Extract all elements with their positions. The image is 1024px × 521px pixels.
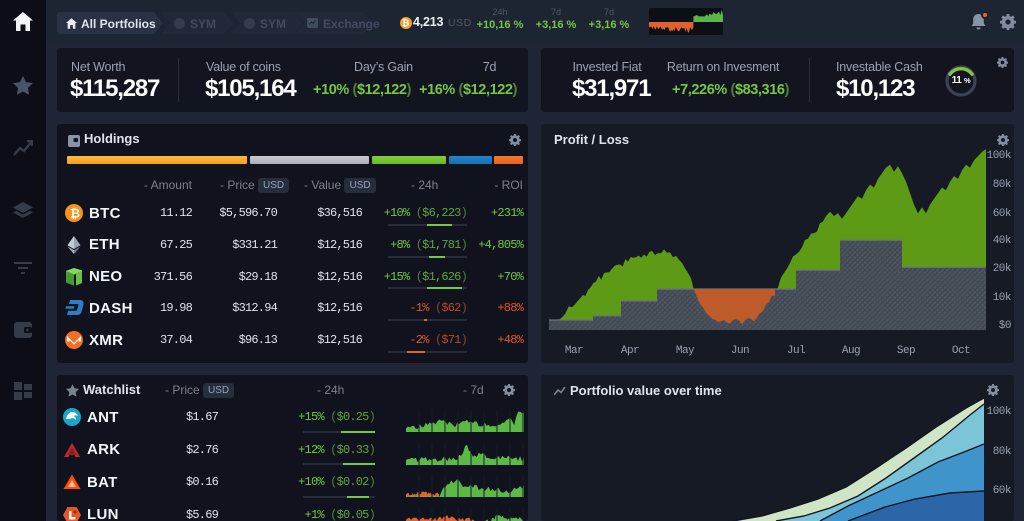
svg-text:₿: ₿ [70,206,80,220]
